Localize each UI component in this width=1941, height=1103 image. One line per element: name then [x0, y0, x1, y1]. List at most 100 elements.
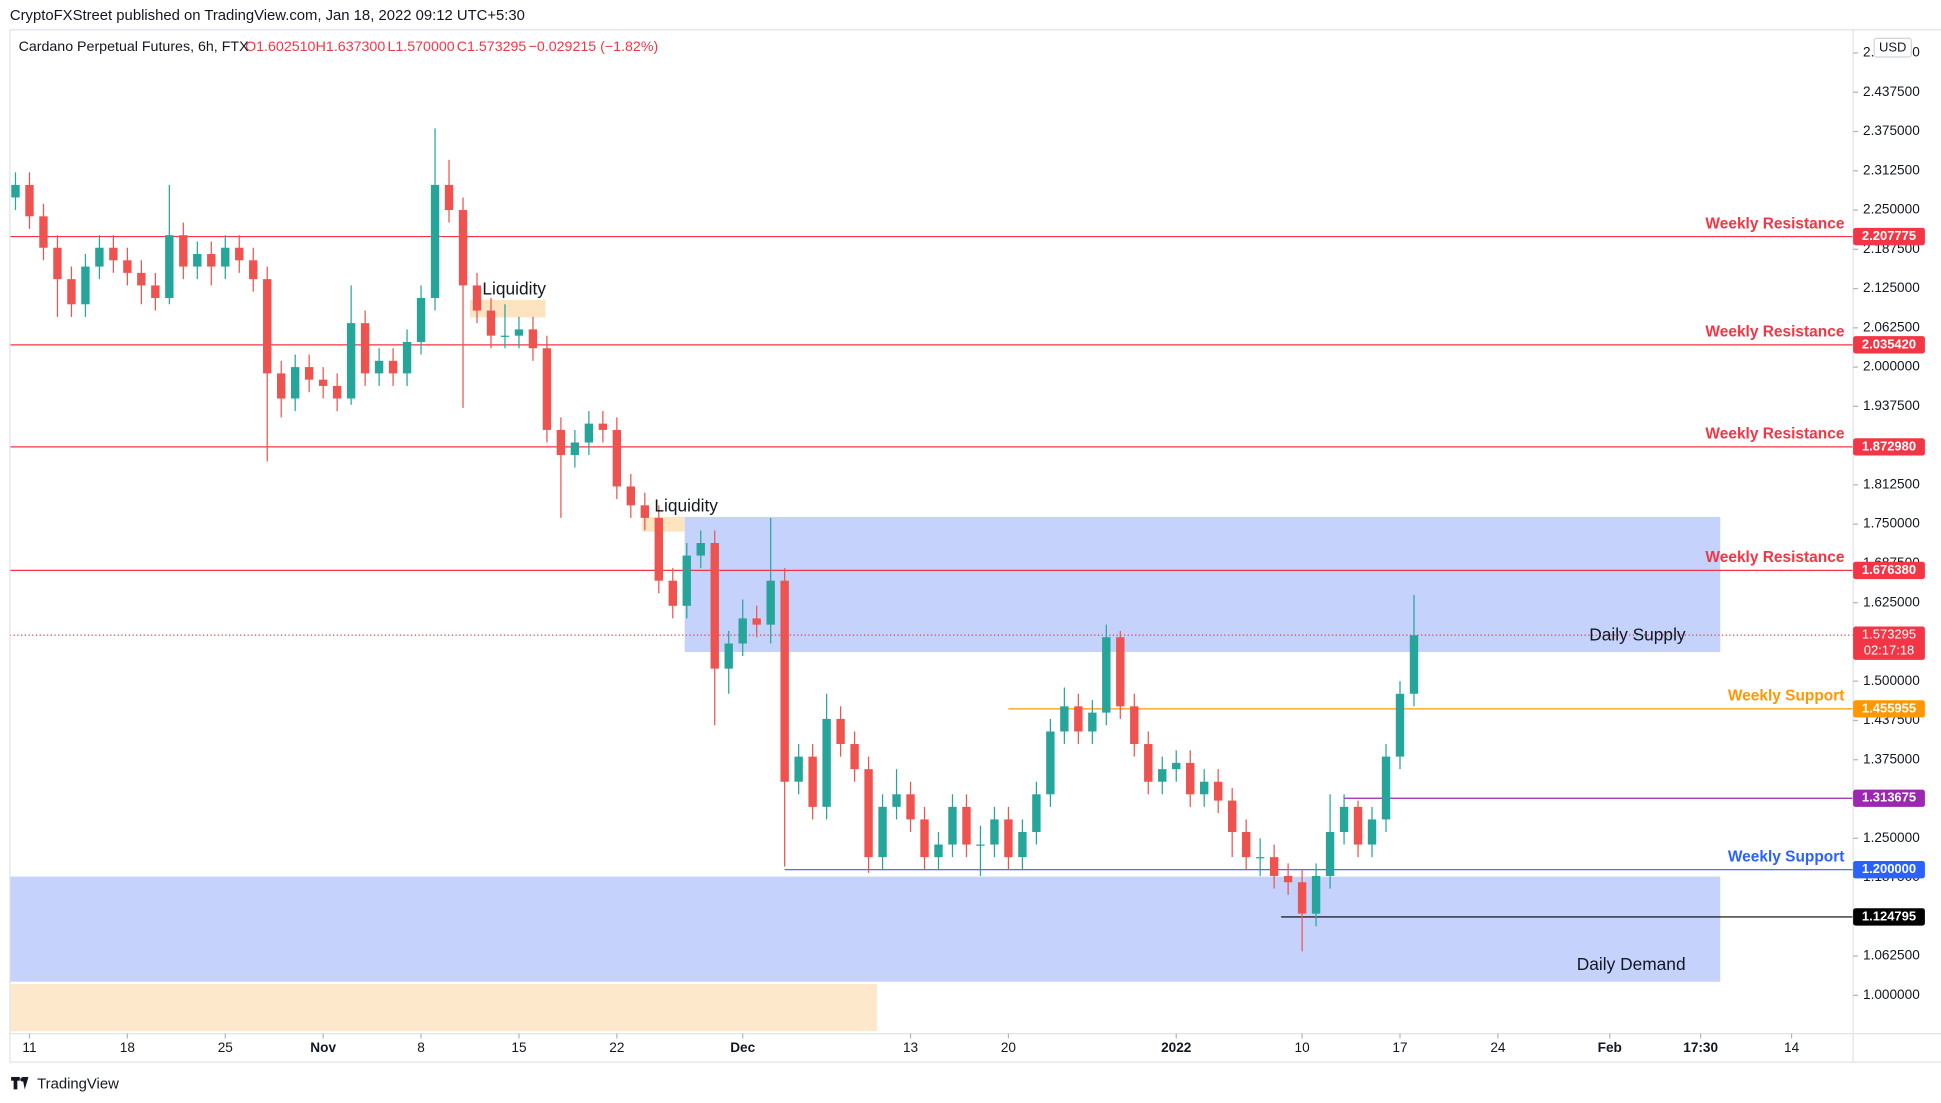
- zone: [684, 516, 1721, 653]
- zone: [642, 516, 685, 532]
- x-tick-label: 25: [218, 1040, 233, 1055]
- candle-body: [1102, 637, 1111, 713]
- candle-body: [430, 184, 440, 298]
- candle-body: [906, 794, 915, 820]
- candle-body: [207, 254, 216, 267]
- price-label: 2.035420: [1862, 336, 1916, 351]
- x-tick-label: 11: [22, 1040, 36, 1055]
- candle-body: [277, 373, 286, 399]
- candle-body: [81, 266, 90, 305]
- candle-body: [556, 429, 566, 456]
- level-label: Weekly Support: [1728, 848, 1845, 865]
- price-label: 1.313675: [1862, 790, 1916, 805]
- candle-body: [25, 184, 34, 217]
- candle-body: [1339, 806, 1349, 832]
- price-label-box: [1853, 861, 1925, 879]
- candle-body: [290, 367, 300, 399]
- x-tick-label: 18: [120, 1040, 135, 1055]
- candle-body: [1227, 800, 1237, 832]
- x-tick-label: 14: [1784, 1040, 1800, 1055]
- candle-body: [221, 247, 230, 267]
- ohlc-open: O1.602510: [245, 39, 315, 55]
- candle-body: [53, 247, 62, 280]
- y-tick-label: 2.250000: [1863, 202, 1920, 217]
- candle-body: [1200, 781, 1209, 795]
- candle-body: [710, 543, 719, 669]
- candle-body: [388, 360, 398, 374]
- candle-body: [444, 184, 454, 211]
- candle-body: [11, 184, 20, 198]
- x-tick-label: 22: [609, 1040, 624, 1055]
- price-label: 1.455955: [1862, 700, 1916, 715]
- x-tick-label: 10: [1295, 1040, 1311, 1055]
- candle-body: [920, 819, 929, 858]
- candle-body: [472, 285, 482, 311]
- level-label: Weekly Resistance: [1705, 324, 1844, 341]
- candle-body: [668, 580, 677, 606]
- candle-body: [402, 341, 412, 374]
- ohlc-close: C1.573295: [457, 39, 527, 55]
- candle-body: [990, 819, 999, 845]
- zone-label: Liquidity: [654, 496, 718, 516]
- candle-body: [864, 769, 873, 858]
- candle-body: [332, 385, 342, 399]
- candle-body: [738, 618, 747, 644]
- candle-body: [1381, 756, 1391, 820]
- price-label-box: [1853, 438, 1925, 456]
- level-label: Weekly Resistance: [1705, 215, 1844, 232]
- candle-body: [570, 442, 580, 456]
- candle-body: [109, 247, 118, 261]
- candle-body: [934, 844, 943, 858]
- candle-body: [67, 279, 76, 305]
- candle-body: [1046, 731, 1055, 795]
- candle-body: [1172, 762, 1181, 770]
- logo-mark: [13, 1076, 18, 1090]
- candle-body: [1241, 831, 1251, 858]
- candle-body: [682, 555, 691, 606]
- publisher: CryptoFXStreet published on TradingView.…: [10, 8, 525, 24]
- candle-body: [584, 423, 594, 443]
- candle-body: [850, 744, 859, 770]
- candle-body: [1269, 857, 1279, 876]
- y-tick-label: 2.375000: [1863, 123, 1920, 138]
- candle-body: [612, 429, 622, 487]
- candle-body: [1353, 806, 1363, 845]
- candle-body: [948, 806, 957, 845]
- y-tick-label: 1.812500: [1863, 476, 1920, 491]
- y-tick-label: 2.437500: [1863, 84, 1920, 99]
- candle-body: [137, 272, 146, 286]
- price-label-box: [1853, 227, 1925, 246]
- candle-body: [640, 505, 650, 518]
- y-tick-label: 2.062500: [1863, 319, 1920, 334]
- level-label: Weekly Resistance: [1705, 549, 1844, 566]
- candle-body: [836, 718, 845, 745]
- candle-body: [808, 756, 817, 807]
- candle-body: [39, 216, 48, 248]
- price-label: 1.872980: [1862, 438, 1916, 453]
- candle-body: [374, 360, 384, 374]
- candle-body: [1130, 706, 1139, 745]
- candle-body: [892, 794, 901, 807]
- candle-body: [318, 379, 328, 386]
- x-tick-label: Feb: [1598, 1040, 1622, 1055]
- candle-body: [766, 580, 775, 625]
- level-label: Weekly Resistance: [1705, 426, 1844, 443]
- currency-box[interactable]: [1873, 37, 1912, 58]
- candles: [11, 128, 1419, 952]
- candle-body: [542, 348, 552, 430]
- candle-body: [151, 285, 160, 298]
- zone-label: Liquidity: [482, 279, 546, 299]
- price-label-box: [1853, 700, 1925, 718]
- candle-body: [95, 247, 104, 267]
- candle-body: [458, 210, 468, 286]
- candle-body: [878, 806, 887, 858]
- candle-body: [416, 297, 426, 342]
- y-tick-label: 2.312500: [1863, 162, 1920, 177]
- candle-body: [514, 329, 524, 336]
- candle-body: [123, 260, 132, 273]
- zone-label: Daily Demand: [1577, 954, 1686, 974]
- y-tick-label: 1.937500: [1863, 398, 1920, 413]
- currency[interactable]: USD: [1879, 40, 1906, 55]
- x-tick-label: Nov: [310, 1040, 336, 1055]
